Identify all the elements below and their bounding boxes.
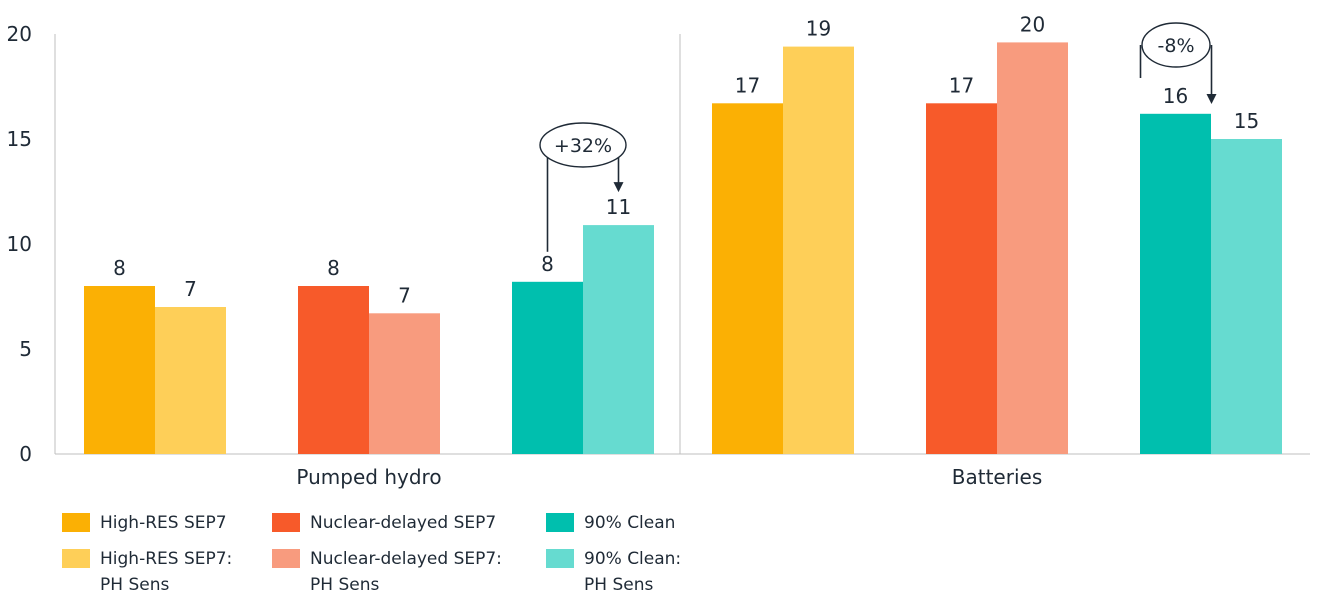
- legend-swatch: [62, 513, 90, 532]
- data-label: 7: [398, 283, 411, 307]
- legend-label: Nuclear-delayed SEP7: PH Sens: [310, 549, 502, 595]
- legend-label: Nuclear-delayed SEP7: [310, 513, 497, 533]
- bars: [84, 42, 1282, 455]
- data-labels: 8 7 8 7 8 11 17 19 17 20 16 15: [113, 12, 1259, 307]
- bar: [84, 286, 155, 454]
- bar-chart: 0 5 10 15 20 8 7 8 7 8 11 17 19 17 20 16 15 Pumped hydr…: [7, 12, 1310, 489]
- legend-label: 90% Clean: PH Sens: [584, 549, 682, 595]
- annotation-bubble: [1141, 22, 1211, 68]
- data-label: 19: [806, 17, 831, 41]
- data-label: 20: [1020, 12, 1045, 36]
- bar: [926, 103, 997, 455]
- legend-item: 90% Clean: PH Sens: [546, 546, 681, 598]
- legend-label: High-RES SEP7: [100, 513, 227, 533]
- legend-label: High-RES SEP7: PH Sens: [100, 549, 233, 595]
- bar: [997, 42, 1068, 455]
- data-label: 11: [606, 195, 631, 219]
- category-label: Pumped hydro: [296, 465, 441, 489]
- bar: [512, 281, 583, 454]
- data-label: 16: [1163, 84, 1188, 108]
- data-label: 17: [949, 73, 974, 97]
- category-label: Batteries: [952, 465, 1042, 489]
- legend-swatch: [546, 513, 574, 532]
- bar: [712, 103, 783, 455]
- legend-swatch: [272, 513, 300, 532]
- annotation-label: -8%: [1158, 35, 1195, 57]
- data-label: 15: [1234, 109, 1259, 133]
- data-label: 17: [735, 73, 760, 97]
- bar: [298, 286, 369, 454]
- data-label: 8: [541, 252, 554, 276]
- legend-item: High-RES SEP7: PH Sens: [62, 546, 232, 598]
- legend: High-RES SEP7 High-RES SEP7: PH Sens Nucle…: [62, 510, 762, 600]
- change-annotation: +32%: [539, 122, 627, 252]
- y-tick-label: 20: [7, 22, 32, 46]
- data-label: 8: [113, 256, 126, 280]
- annotations: +32% -8%: [539, 22, 1217, 252]
- y-tick-label: 15: [7, 127, 32, 151]
- legend-item: Nuclear-delayed SEP7: PH Sens: [272, 546, 502, 598]
- bar: [155, 307, 226, 454]
- legend-item: Nuclear-delayed SEP7: [272, 510, 496, 536]
- legend-label: 90% Clean: [584, 513, 676, 533]
- change-annotation: -8%: [1139, 22, 1217, 104]
- bar: [583, 225, 654, 454]
- y-axis-ticks: 0 5 10 15 20: [7, 22, 32, 466]
- legend-item: High-RES SEP7: [62, 510, 227, 536]
- data-label: 8: [327, 256, 340, 280]
- annotation-bubble: [539, 122, 627, 168]
- legend-swatch: [62, 549, 90, 568]
- legend-swatch: [272, 549, 300, 568]
- bar: [1211, 139, 1282, 454]
- y-tick-label: 10: [7, 232, 32, 256]
- annotation-label: +32%: [554, 135, 612, 157]
- legend-swatch: [546, 549, 574, 568]
- bar: [369, 313, 440, 454]
- bar: [783, 46, 854, 454]
- y-tick-label: 5: [19, 337, 32, 361]
- category-labels: Pumped hydro Batteries: [296, 465, 1042, 489]
- legend-item: 90% Clean: [546, 510, 675, 536]
- y-tick-label: 0: [19, 442, 32, 466]
- bar: [1140, 113, 1211, 455]
- data-label: 7: [184, 277, 197, 301]
